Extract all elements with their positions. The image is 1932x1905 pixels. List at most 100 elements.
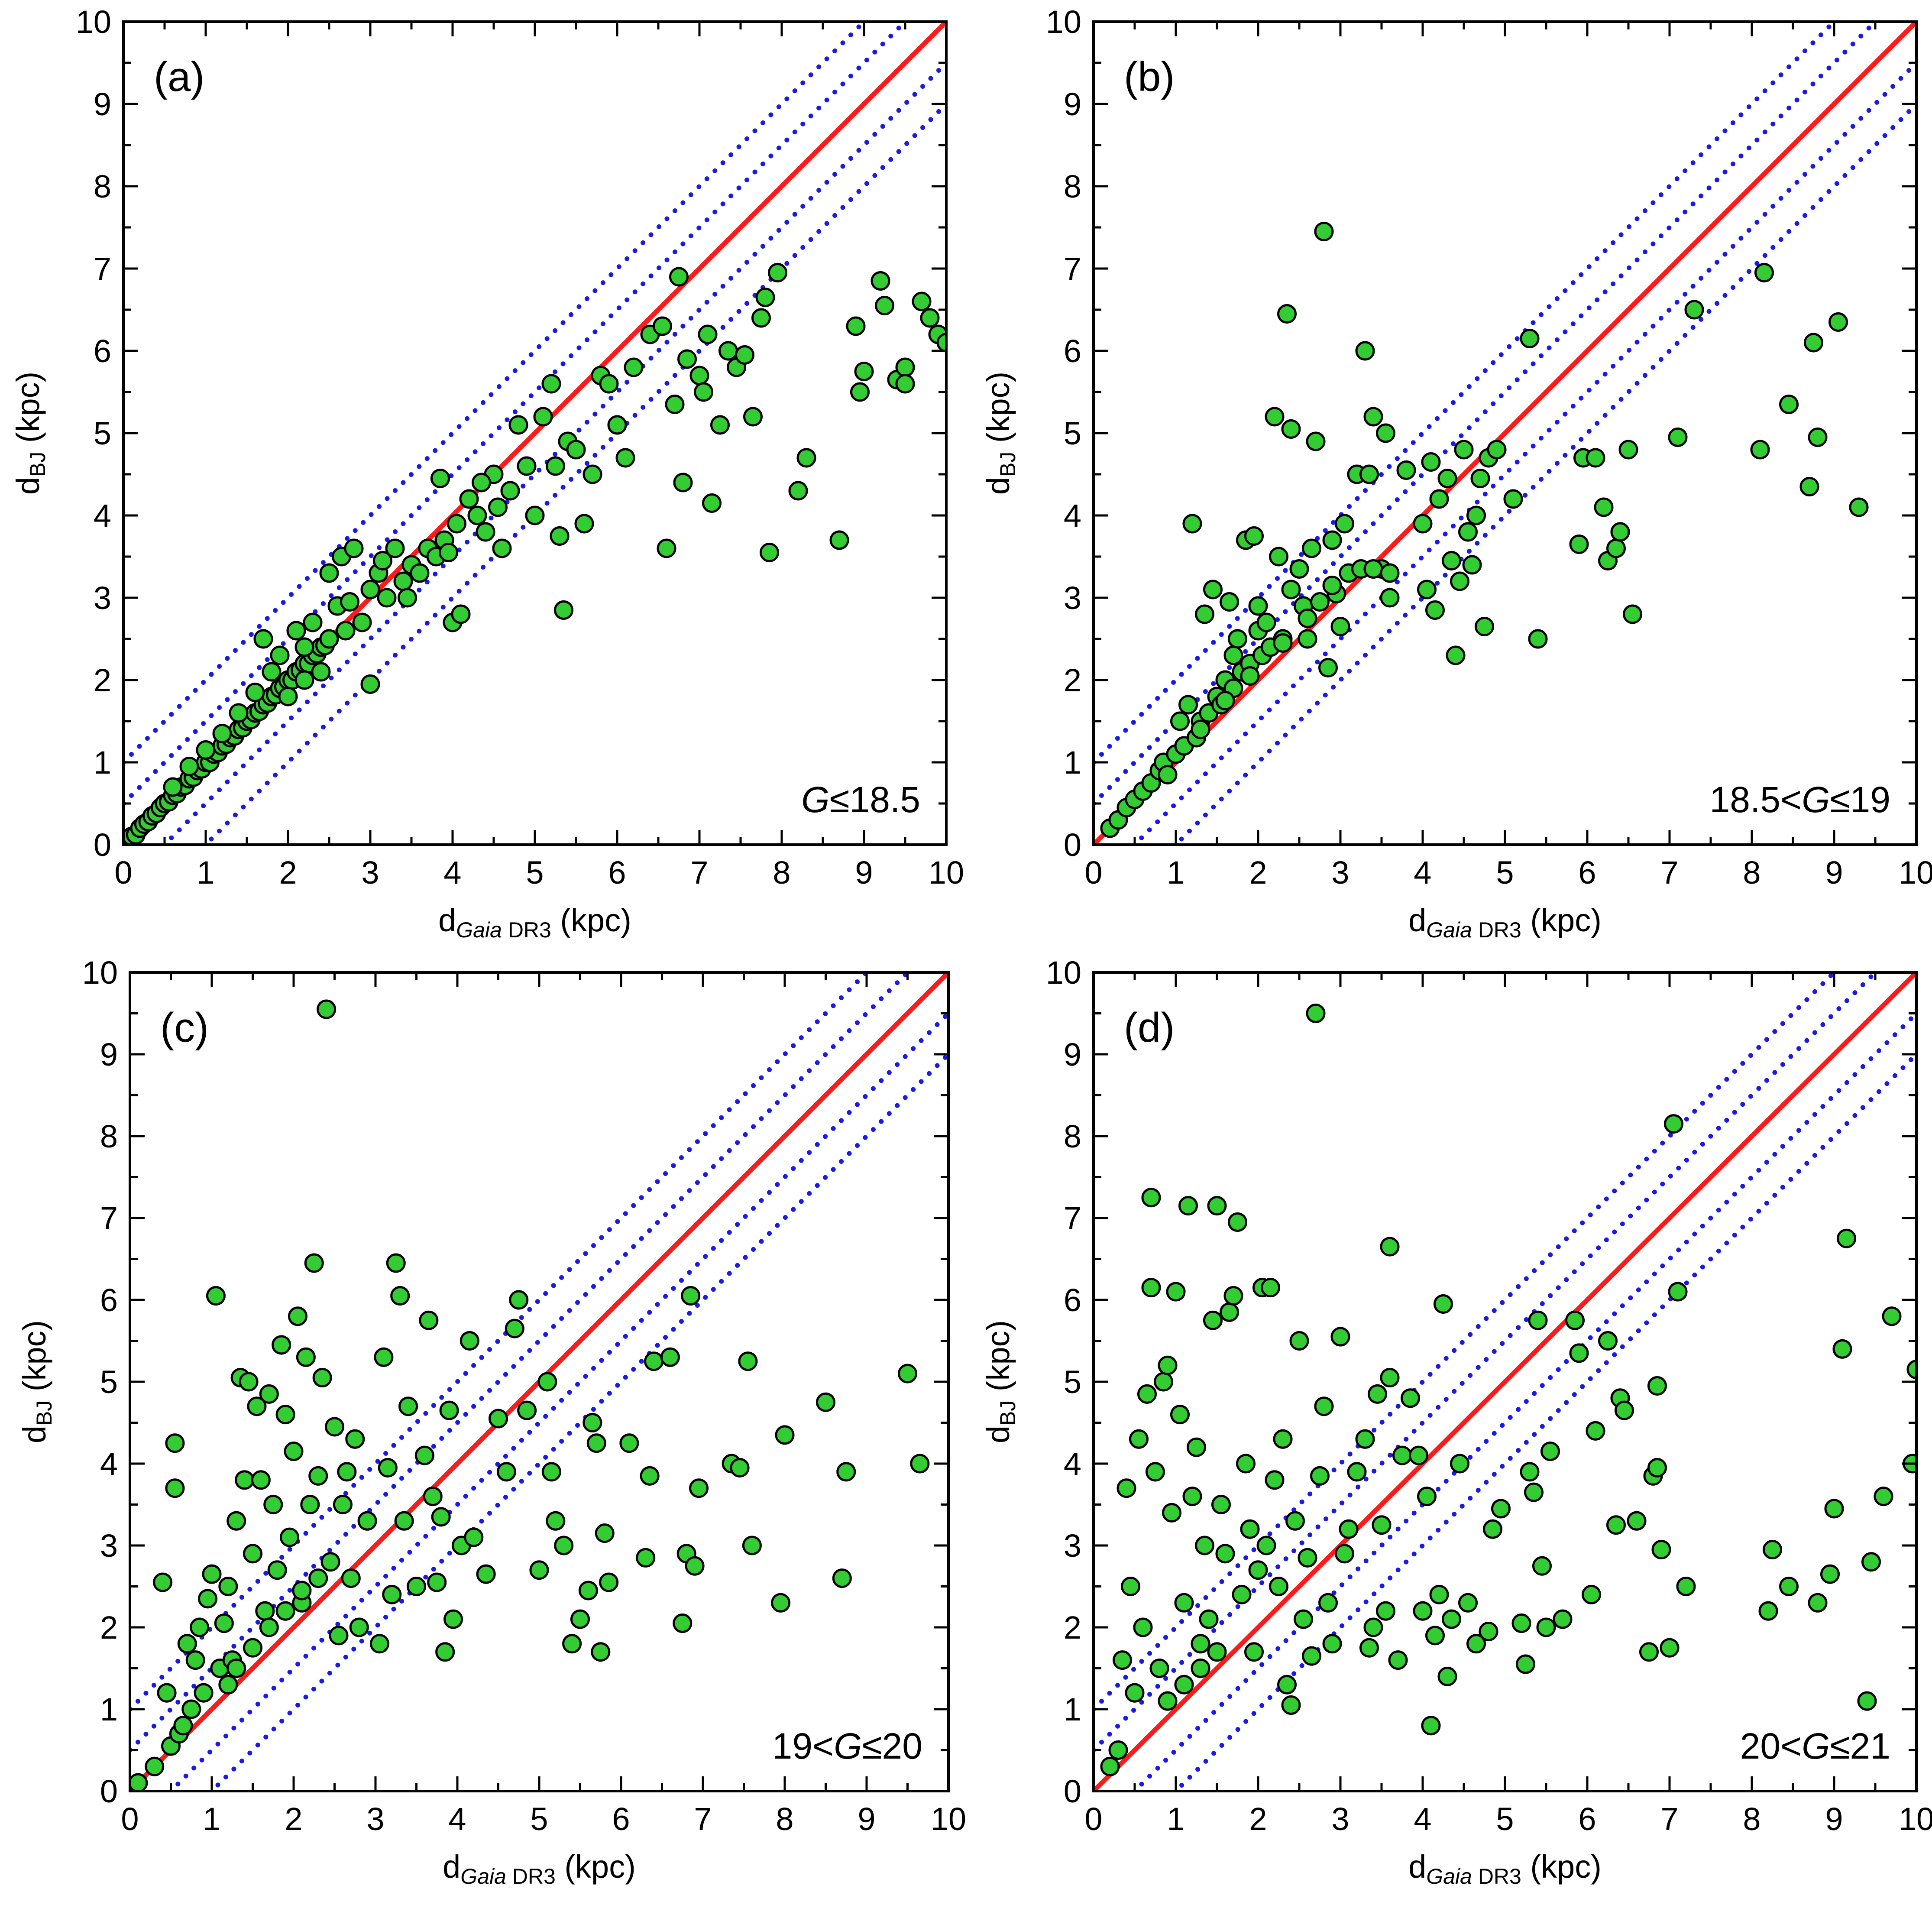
- x-tick-label-a-0: 0: [114, 855, 132, 891]
- x-tick-label-c-0: 0: [121, 1801, 139, 1837]
- xlabel-sub-italic-d: Gaia: [1426, 1864, 1472, 1889]
- mag-var-c: G: [834, 1726, 862, 1766]
- data-point-c-54: [374, 1347, 394, 1367]
- xlabel-unit-d: (kpc): [1521, 1849, 1602, 1885]
- data-point-d-41: [1269, 1577, 1288, 1596]
- ylabel-unit-c: (kpc): [16, 1320, 52, 1400]
- data-point-c-24: [239, 1372, 259, 1392]
- data-point-d-7: [1133, 1617, 1153, 1637]
- data-point-c-33: [275, 1405, 295, 1425]
- data-point-d-93: [1553, 1609, 1573, 1629]
- identity-line-d: [1094, 972, 1916, 1791]
- y-tick-label-d-2: 2: [1064, 1610, 1081, 1646]
- data-point-a-89: [492, 538, 512, 558]
- x-tick-label-a-1: 1: [197, 855, 214, 891]
- offset-line-4-b: [1172, 101, 1916, 845]
- data-point-c-92: [619, 1433, 639, 1453]
- data-point-d-35: [1244, 1642, 1264, 1662]
- data-point-b-72: [1466, 505, 1486, 525]
- y-tick-label-b-7: 7: [1064, 251, 1081, 287]
- data-point-c-119: [308, 1568, 328, 1588]
- offset-line-2-d: [1094, 972, 1879, 1753]
- data-point-b-89: [1668, 428, 1688, 447]
- data-point-a-120: [718, 341, 738, 361]
- data-point-d-79: [1450, 1454, 1469, 1474]
- data-point-b-43: [1310, 592, 1330, 612]
- data-point-a-53: [212, 724, 232, 743]
- data-point-d-32: [1232, 1584, 1252, 1604]
- data-point-b-70: [1458, 522, 1478, 542]
- data-point-b-80: [1569, 535, 1589, 554]
- data-point-c-51: [349, 1617, 369, 1637]
- data-point-a-73: [377, 588, 397, 608]
- x-tick-label-a-2: 2: [279, 855, 297, 891]
- x-tick-label-b-8: 8: [1743, 855, 1760, 891]
- xlabel-sub-plain-c: DR3: [506, 1864, 556, 1889]
- data-point-c-13: [194, 1683, 214, 1703]
- x-tick-label-b-0: 0: [1084, 855, 1102, 891]
- data-point-d-65: [1380, 1368, 1400, 1388]
- ticks-b: [1092, 20, 1918, 846]
- y-tick-label-d-5: 5: [1064, 1364, 1081, 1400]
- offset-line-4-d: [1172, 1052, 1916, 1791]
- y-tick-label-c-10: 10: [82, 955, 118, 991]
- data-point-c-27: [251, 1470, 271, 1490]
- data-point-d-60: [1359, 1638, 1379, 1658]
- data-point-a-68: [344, 538, 364, 558]
- data-point-d-20: [1182, 1487, 1202, 1507]
- data-point-a-75: [393, 571, 413, 591]
- data-point-b-97: [1828, 312, 1848, 332]
- data-point-b-40: [1298, 629, 1317, 649]
- x-tick-label-d-6: 6: [1578, 1801, 1596, 1837]
- data-point-b-44: [1314, 222, 1334, 241]
- data-point-d-103: [1639, 1642, 1659, 1662]
- data-point-c-10: [181, 1699, 201, 1719]
- data-point-a-84: [451, 604, 471, 624]
- x-tick-label-a-9: 9: [855, 855, 873, 891]
- data-point-a-114: [677, 349, 697, 369]
- data-point-d-73: [1421, 1716, 1441, 1736]
- ylabel-unit-d: (kpc): [980, 1320, 1016, 1400]
- data-point-c-90: [595, 1523, 615, 1543]
- data-point-a-131: [846, 316, 866, 336]
- y-tick-label-a-8: 8: [94, 168, 111, 204]
- data-point-d-102: [1627, 1511, 1647, 1531]
- data-point-c-32: [272, 1335, 291, 1355]
- x-tick-label-b-7: 7: [1660, 855, 1678, 891]
- data-point-d-90: [1532, 1556, 1552, 1576]
- data-point-b-8: [1158, 765, 1178, 784]
- data-point-d-52: [1314, 1396, 1334, 1416]
- data-point-c-73: [476, 1564, 496, 1584]
- data-point-d-110: [1668, 1282, 1688, 1302]
- data-point-d-95: [1569, 1343, 1589, 1363]
- data-point-b-10: [1170, 711, 1190, 731]
- data-point-b-55: [1363, 407, 1383, 427]
- data-point-d-11: [1146, 1462, 1165, 1482]
- data-point-d-15: [1162, 1503, 1181, 1523]
- data-point-a-64: [319, 563, 339, 583]
- x-tick-label-b-3: 3: [1331, 855, 1349, 891]
- data-point-d-29: [1220, 1302, 1239, 1322]
- y-tick-label-d-3: 3: [1064, 1528, 1081, 1564]
- y-tick-label-c-7: 7: [100, 1200, 118, 1236]
- data-point-a-59: [278, 687, 298, 706]
- data-point-c-94: [640, 1466, 660, 1486]
- x-tick-label-b-6: 6: [1578, 855, 1596, 891]
- panel-b: (b) 18.5<G≤19 dGaia DR3 (kpc) dBJ (kpc) …: [980, 4, 1932, 942]
- data-point-c-14: [198, 1589, 218, 1609]
- mag-var-a: G: [801, 779, 829, 820]
- data-point-d-56: [1335, 1544, 1354, 1564]
- data-point-d-76: [1434, 1294, 1453, 1314]
- data-point-d-22: [1191, 1634, 1210, 1654]
- data-point-a-104: [599, 374, 619, 394]
- data-point-c-75: [496, 1462, 516, 1482]
- data-point-a-106: [615, 448, 635, 468]
- data-point-c-15: [202, 1564, 222, 1584]
- data-point-c-95: [644, 1351, 664, 1371]
- data-point-b-41: [1302, 538, 1321, 558]
- data-point-b-63: [1425, 600, 1445, 620]
- x-tick-label-b-2: 2: [1249, 855, 1267, 891]
- data-point-a-71: [360, 674, 380, 694]
- data-point-c-42: [312, 1368, 332, 1388]
- ylabel-sub-d: BJ: [996, 1400, 1020, 1426]
